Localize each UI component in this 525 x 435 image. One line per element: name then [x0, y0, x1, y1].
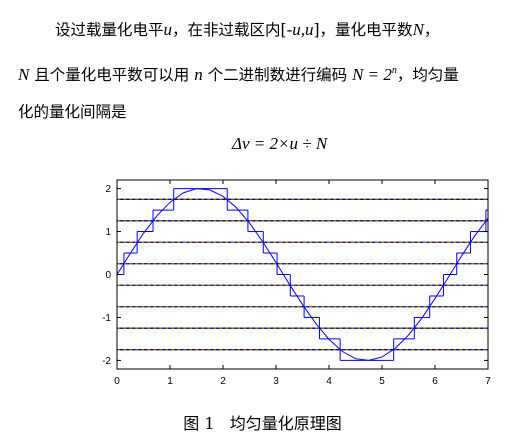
x-tick-label: 4: [326, 376, 332, 387]
text-run: 设过载量化电平: [55, 21, 164, 39]
text-run: ，均匀量: [396, 66, 459, 84]
text-run: ]，量化电平数: [313, 21, 413, 39]
y-tick-label: 1: [105, 227, 111, 238]
x-tick-label: 0: [114, 376, 120, 387]
math-text: N: [315, 134, 328, 153]
math-text: N: [412, 20, 424, 39]
x-tick-label: 6: [432, 376, 438, 387]
math-text: N: [18, 65, 30, 84]
text-run: 化的量化间隔是: [18, 103, 127, 121]
text-run: ，在非过载区内[: [172, 21, 287, 39]
paragraph-line: 设过载量化电平u，在非过载区内[-u,u]，量化电平数N，: [55, 20, 439, 40]
math-text: -u,u: [286, 20, 314, 39]
math-text: n: [391, 65, 397, 76]
x-tick-label: 7: [485, 376, 491, 387]
paragraph-line: N 且个量化电平数可以用 n 个二进制数进行编码 N = 2n，均匀量: [18, 61, 459, 85]
text-run: 且个量化电平数可以用: [29, 66, 195, 84]
text-run: ，: [423, 21, 440, 39]
paragraph-line: 化的量化间隔是: [18, 102, 127, 122]
math-text: Δv: [232, 134, 250, 153]
chart: 0 1 2 3 4 5 6 7 -2 -1 0 1 2: [102, 179, 491, 387]
y-tick-label: -1: [102, 313, 111, 324]
x-tick-label: 3: [273, 376, 279, 387]
math-text: = 2: [363, 65, 392, 84]
y-tick-label: -2: [102, 356, 111, 367]
math-text: ÷: [297, 134, 316, 153]
caption: 图 1 均匀量化原理图: [183, 414, 342, 433]
math-text: = 2×: [249, 134, 290, 153]
plot-frame: [116, 179, 489, 370]
formula: Δv = 2×u ÷ N: [232, 134, 327, 154]
text-run: 个二进制数进行编码: [202, 66, 353, 84]
math-text: u: [163, 20, 173, 39]
x-tick-label: 1: [167, 376, 173, 387]
math-text: n: [194, 65, 203, 84]
math-text: N: [352, 65, 364, 84]
math-text: u: [289, 134, 298, 153]
x-tick-label: 2: [220, 376, 226, 387]
sine-curve: [116, 188, 489, 361]
y-tick-label: 2: [105, 184, 111, 195]
y-tick-label: 0: [105, 270, 111, 281]
x-tick-label: 5: [379, 376, 385, 387]
